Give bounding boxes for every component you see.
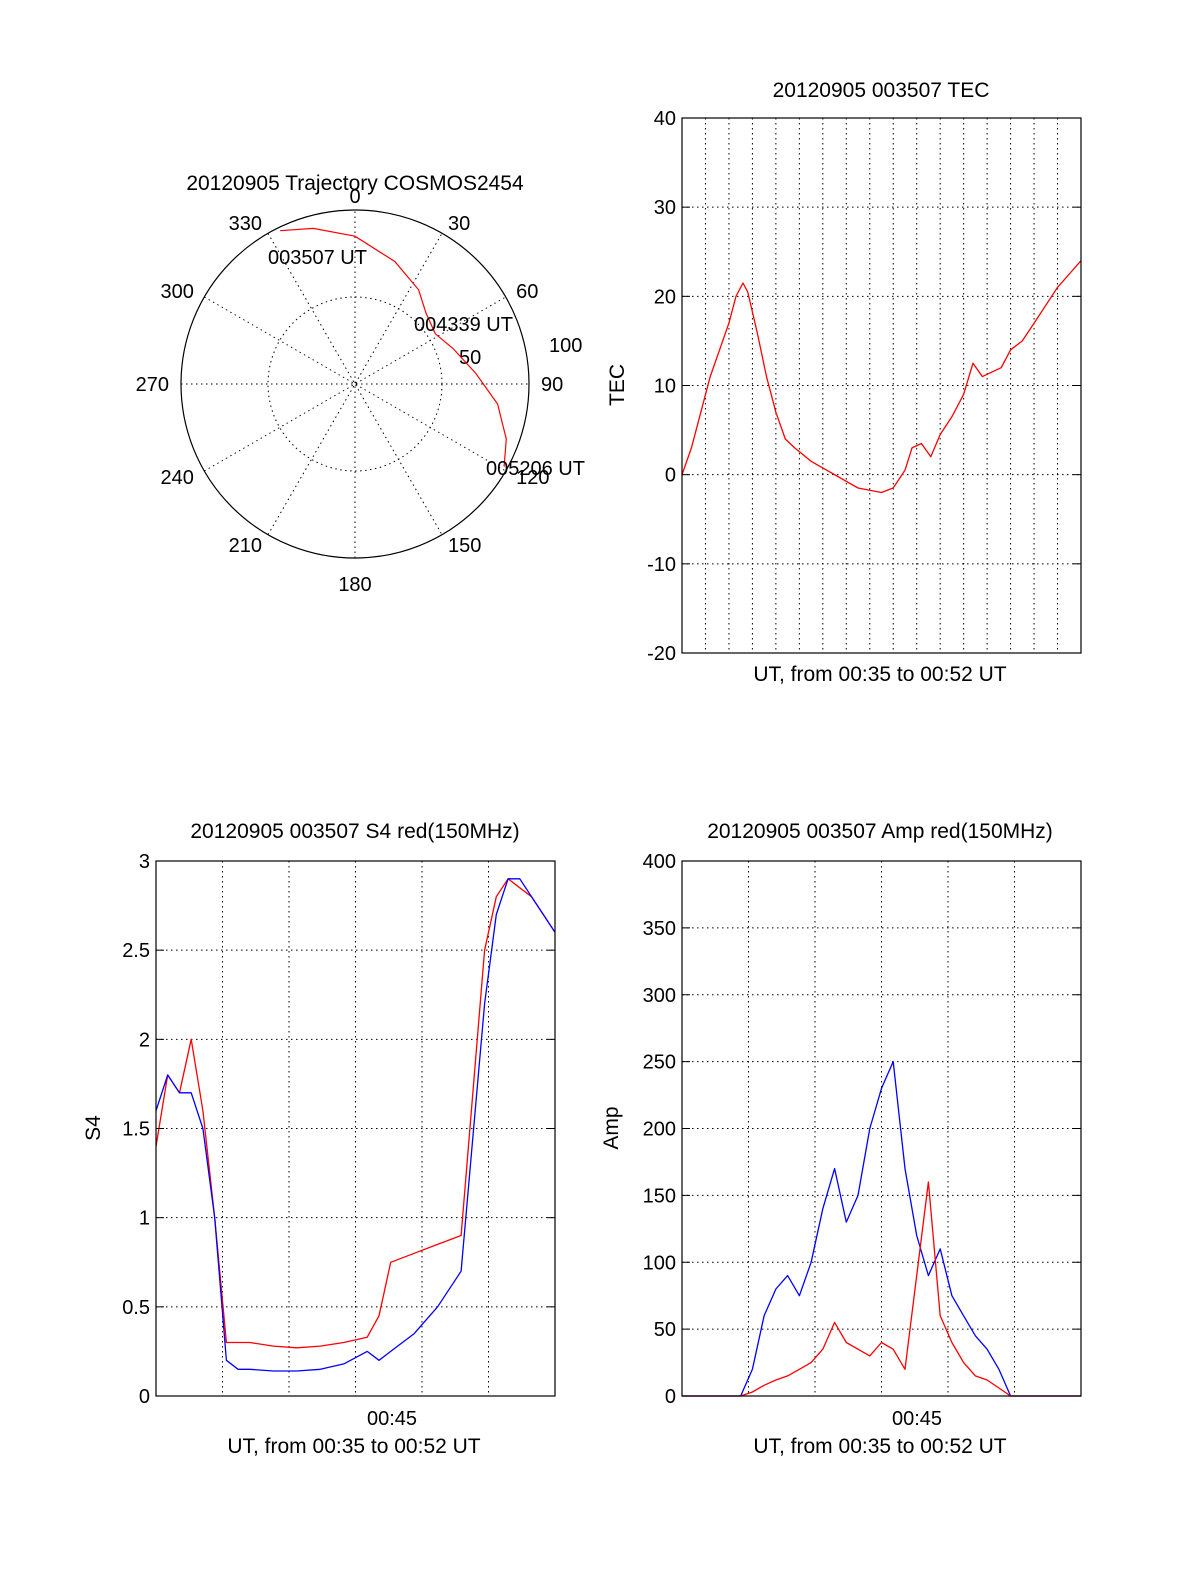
amp-series-blue	[682, 1060, 1081, 1397]
elevation-ring-label-50: 50	[459, 347, 481, 369]
amp-ytick-label: 0	[665, 1386, 676, 1408]
s4-ytick-label: 1	[139, 1208, 150, 1230]
amp-ytick-label: 300	[643, 985, 676, 1007]
amp-ytick-label: 250	[643, 1052, 676, 1074]
polar-trajectory-plot: 20120905 Trajectory COSMOS2454 0 30 60 90 12…	[136, 172, 585, 596]
amp-y-ticks: 0 50 100 150 200 250 300 350 400	[643, 851, 1081, 1408]
tec-ylabel: TEC	[606, 364, 629, 406]
s4-grid	[156, 861, 555, 1396]
amp-ytick-label: 50	[654, 1319, 676, 1341]
amp-ylabel: Amp	[600, 1106, 623, 1149]
azimuth-label-210: 210	[229, 535, 262, 557]
polar-title: 20120905 Trajectory COSMOS2454	[186, 172, 524, 195]
amp-xtick-label: 00:45	[892, 1408, 942, 1430]
azimuth-label-240: 240	[161, 467, 194, 489]
azimuth-label-270: 270	[136, 374, 169, 396]
s4-series-blue	[155, 878, 556, 1372]
s4-ytick-label: 2.5	[122, 940, 150, 962]
amp-ytick-label: 350	[643, 918, 676, 940]
azimuth-label-90: 90	[541, 374, 563, 396]
s4-y-ticks: 0 0.5 1 1.5 2 2.5 3	[122, 851, 555, 1408]
tec-frame	[681, 117, 1082, 654]
s4-ytick-label: 3	[139, 851, 150, 873]
azimuth-label-150: 150	[448, 535, 481, 557]
trajectory-line	[280, 227, 507, 467]
polar-spoke-120	[204, 296, 506, 472]
tec-ytick-label: 40	[654, 108, 676, 130]
trajectory-series	[280, 227, 507, 467]
amp-ytick-label: 100	[643, 1252, 676, 1274]
s4-plot: 20120905 003507 S4 red(150MHz) 0 0.5 1 1.5 2…	[82, 820, 556, 1458]
trajectory-start-label: 003507 UT	[268, 247, 367, 269]
amp-xlabel: UT, from 00:35 to 00:52 UT	[753, 1435, 1006, 1458]
tec-ytick-label: 20	[654, 286, 676, 308]
amp-ytick-label: 200	[643, 1119, 676, 1141]
s4-ytick-label: 0.5	[122, 1297, 150, 1319]
s4-ytick-label: 0	[139, 1386, 150, 1408]
tec-grid	[682, 118, 1081, 653]
tec-ytick-label: -10	[647, 554, 676, 576]
tec-ytick-label: 30	[654, 197, 676, 219]
tec-series-red	[681, 260, 1082, 494]
amp-ytick-label: 150	[643, 1185, 676, 1207]
azimuth-label-60: 60	[516, 281, 538, 303]
s4-ylabel: S4	[82, 1115, 105, 1141]
amp-title: 20120905 003507 Amp red(150MHz)	[707, 820, 1053, 843]
azimuth-label-330: 330	[229, 213, 262, 235]
tec-xlabel: UT, from 00:35 to 00:52 UT	[753, 663, 1006, 686]
polar-outer-ring	[180, 209, 530, 559]
tec-title: 20120905 003507 TEC	[773, 79, 990, 102]
azimuth-label-30: 30	[448, 213, 470, 235]
azimuth-label-120: 120	[516, 467, 549, 489]
azimuth-label-300: 300	[161, 281, 194, 303]
tec-y-ticks: -20 -10 0 10 20 30 40	[647, 108, 1081, 665]
s4-ytick-label: 1.5	[122, 1119, 150, 1141]
s4-xlabel: UT, from 00:35 to 00:52 UT	[227, 1435, 480, 1458]
polar-spoke-60	[204, 296, 506, 472]
azimuth-labels: 0 30 60 90 120 150 180 210 240 270 300 330	[136, 186, 564, 596]
tec-series	[681, 260, 1082, 494]
s4-title: 20120905 003507 S4 red(150MHz)	[190, 820, 519, 843]
amp-series-red	[682, 1181, 1081, 1397]
tec-ytick-label: -20	[647, 643, 676, 665]
azimuth-label-180: 180	[338, 574, 371, 596]
tec-ytick-label: 0	[665, 465, 676, 487]
trajectory-end-label: 005206 UT	[486, 458, 585, 480]
amp-grid	[682, 861, 1081, 1396]
amp-plot: 20120905 003507 Amp red(150MHz) 0 50 100 15…	[600, 820, 1082, 1458]
trajectory-mid-label: 004339 UT	[414, 314, 513, 336]
amp-series	[682, 1060, 1081, 1397]
s4-series	[155, 878, 556, 1372]
amp-ytick-label: 400	[643, 851, 676, 873]
polar-inner-ring	[267, 296, 443, 472]
s4-series-red	[155, 878, 556, 1349]
s4-xtick-label: 00:45	[367, 1408, 417, 1430]
azimuth-label-0: 0	[349, 186, 360, 208]
elevation-ring-label-100: 100	[549, 335, 582, 357]
polar-spoke-150	[267, 233, 443, 535]
tec-ytick-label: 10	[654, 376, 676, 398]
s4-ytick-label: 2	[139, 1029, 150, 1051]
